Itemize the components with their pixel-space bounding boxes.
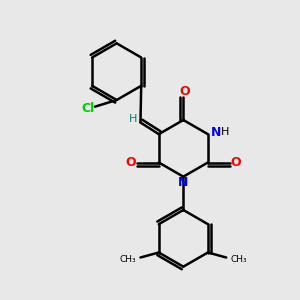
Text: N: N — [211, 126, 221, 139]
Text: O: O — [230, 156, 241, 169]
Text: N: N — [178, 176, 188, 189]
Text: CH₃: CH₃ — [120, 255, 136, 264]
Text: O: O — [126, 156, 136, 169]
Text: CH₃: CH₃ — [230, 255, 247, 264]
Text: H: H — [221, 128, 230, 137]
Text: H: H — [129, 114, 137, 124]
Text: Cl: Cl — [82, 102, 95, 115]
Text: O: O — [180, 85, 190, 98]
